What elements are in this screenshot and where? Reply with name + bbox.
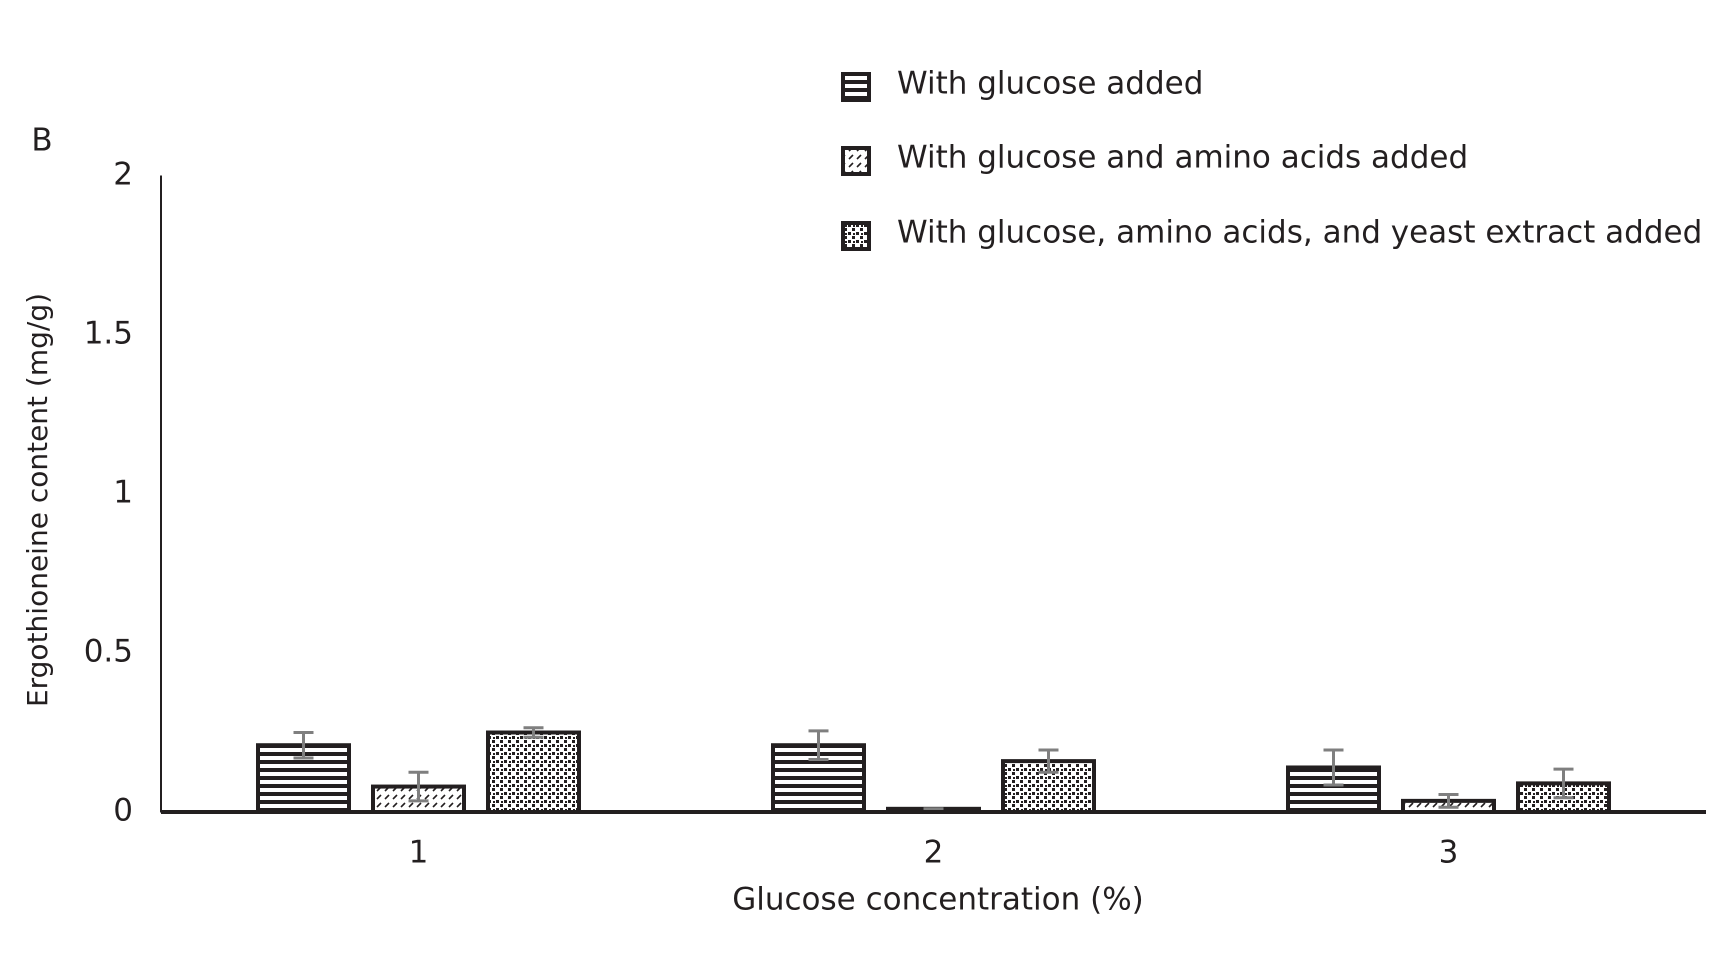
y-tick-label: 1.5 [84, 316, 133, 352]
bar [486, 730, 581, 814]
x-tick-label: 1 [409, 835, 429, 871]
y-tick-label: 1 [113, 475, 133, 511]
legend-label: With glucose and amino acids added [897, 140, 1468, 176]
legend-swatch [841, 72, 871, 102]
x-axis-label: Glucose concentration (%) [732, 882, 1144, 918]
panel-label: B [31, 123, 52, 159]
y-tick-label: 2 [113, 157, 133, 193]
legend-swatch [841, 146, 871, 176]
x-tick-label: 3 [1439, 835, 1459, 871]
y-tick-label: 0.5 [84, 634, 133, 670]
y-axis-label: Ergothioneine content (mg/g) [21, 293, 54, 707]
legend-swatch [841, 221, 871, 251]
y-tick-label: 0 [113, 793, 133, 829]
legend-label: With glucose, amino acids, and yeast ext… [897, 215, 1702, 251]
legend-label: With glucose added [897, 66, 1203, 102]
x-tick-label: 2 [924, 835, 944, 871]
